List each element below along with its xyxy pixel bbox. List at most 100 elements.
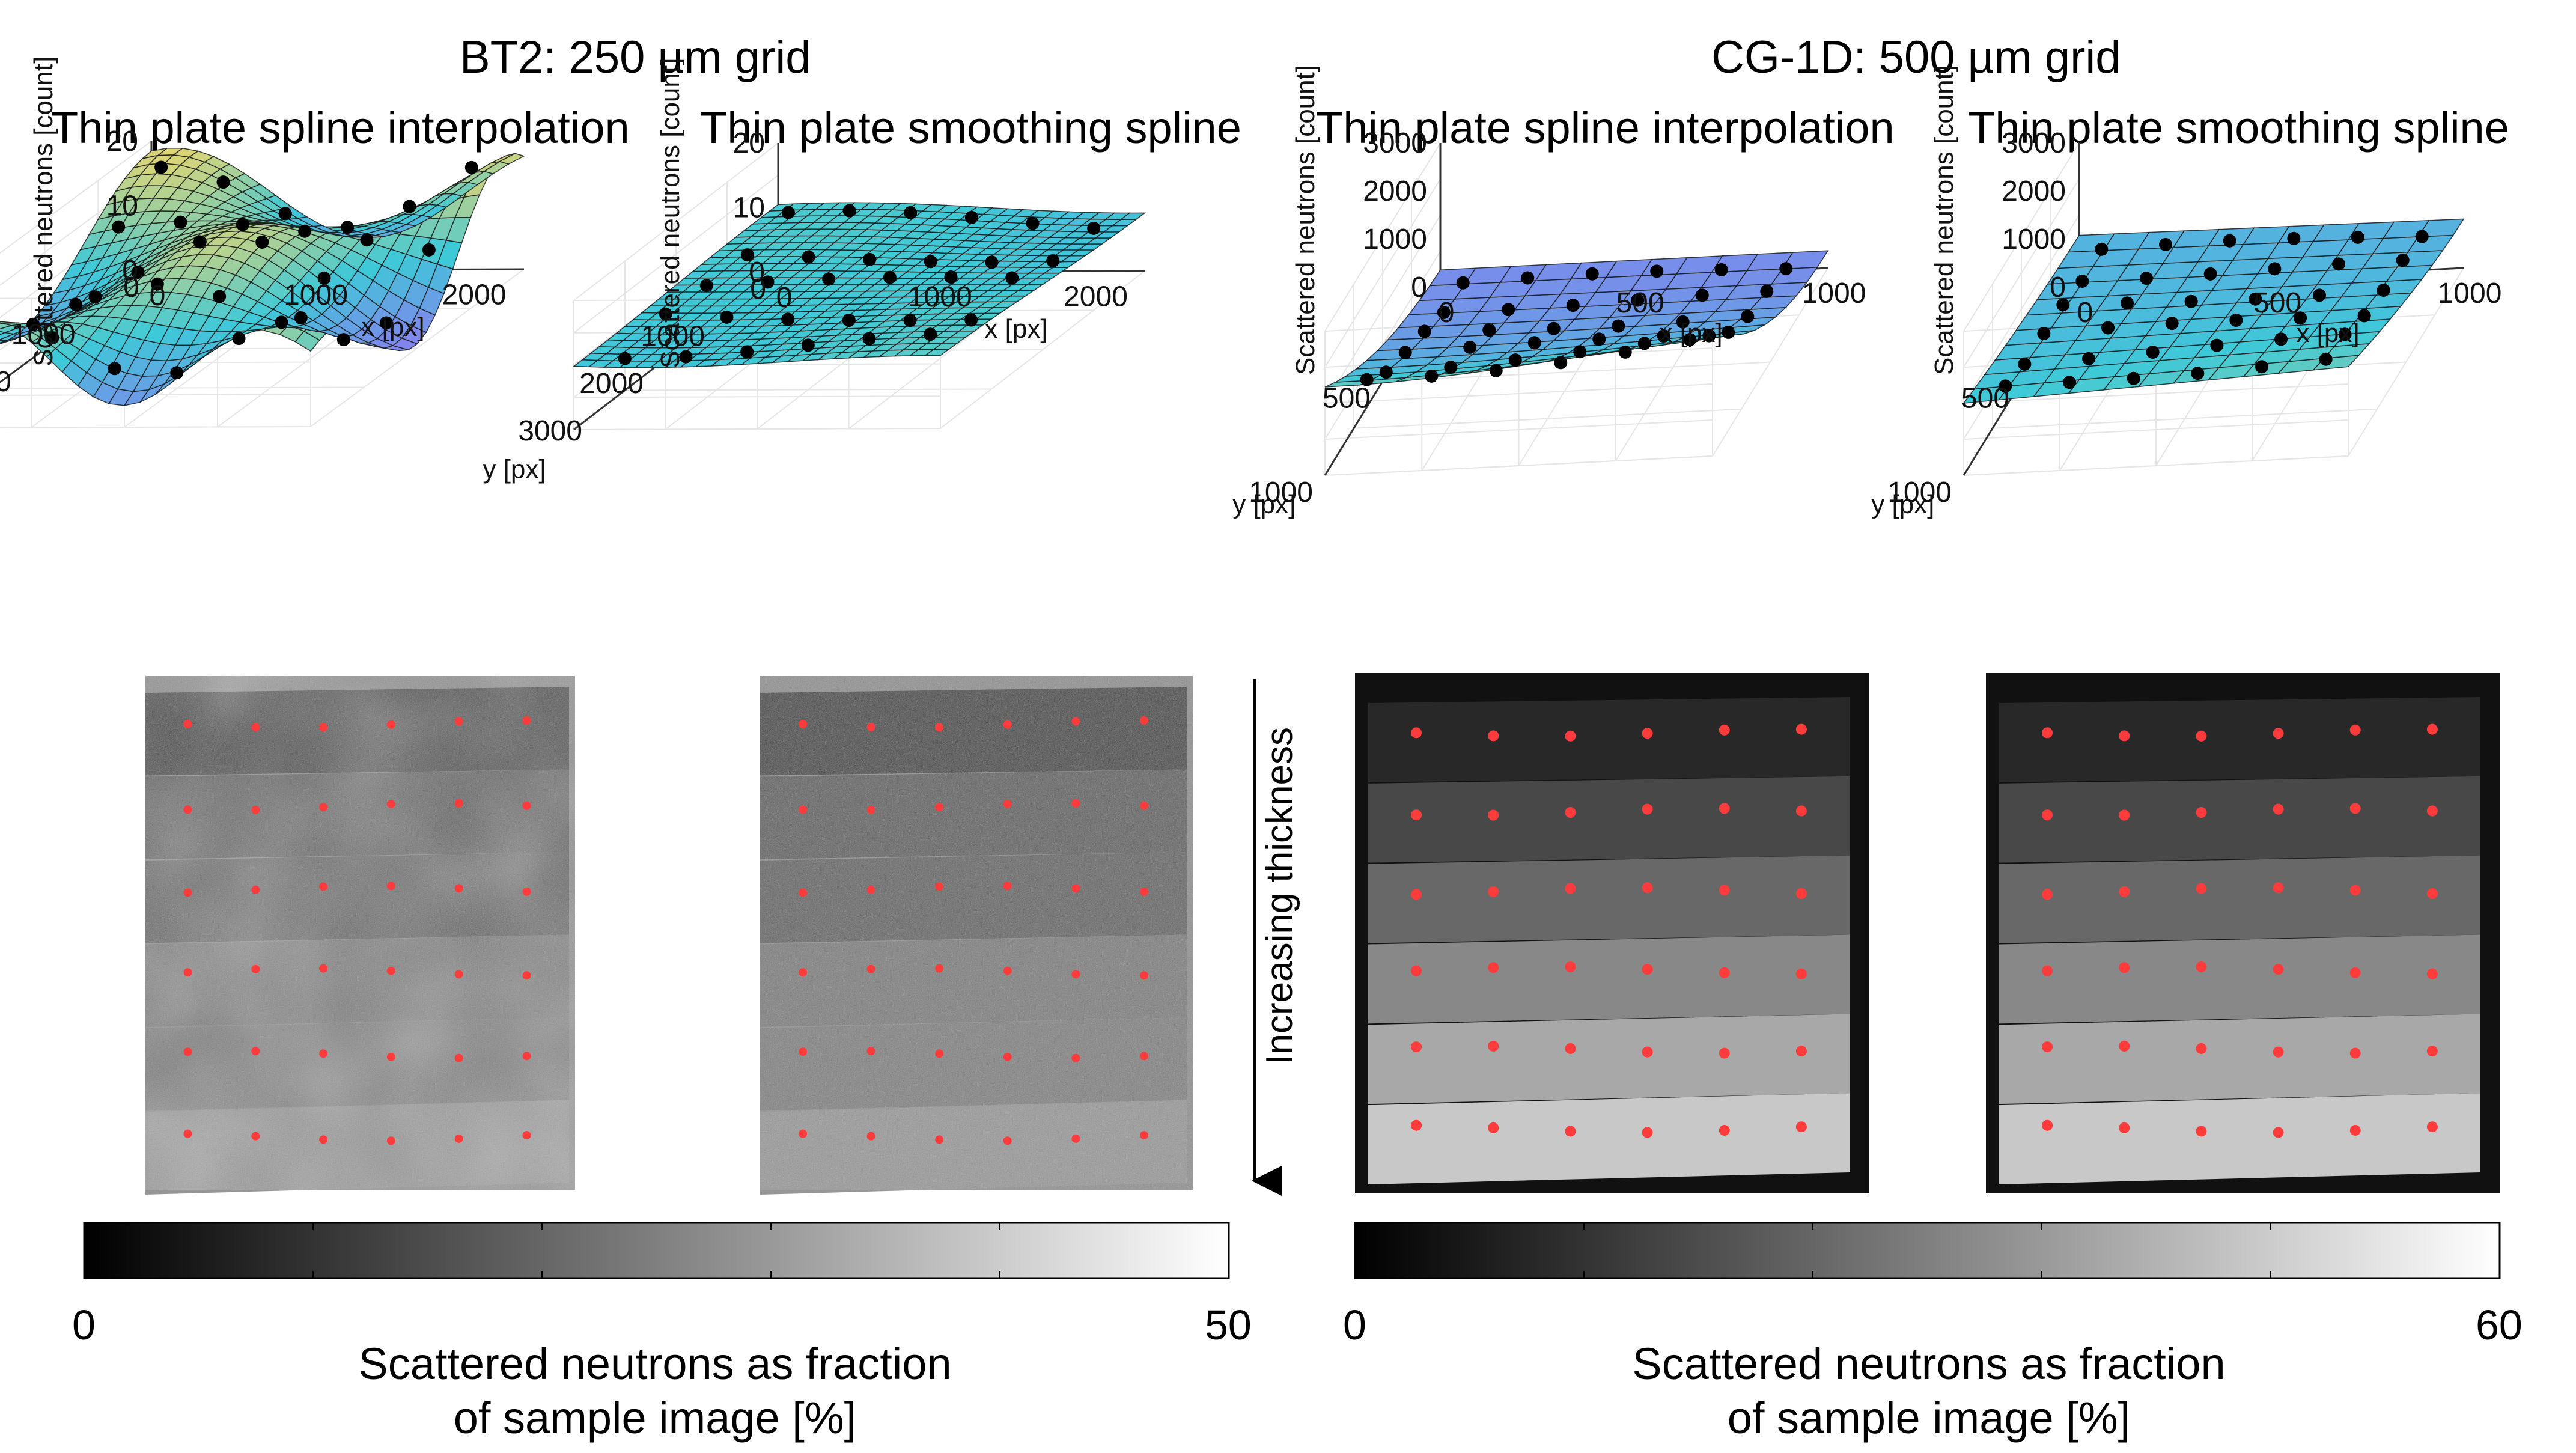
fiducial-marker	[1003, 1052, 1012, 1061]
fiducial-marker	[2349, 724, 2361, 736]
data-point	[2018, 357, 2032, 371]
z-tick-label: 0	[2050, 272, 2066, 303]
z-tick-label: 10	[733, 192, 765, 224]
data-point	[740, 345, 754, 359]
fiducial-marker	[866, 1047, 875, 1056]
data-point	[213, 290, 227, 303]
cg1d-colorbar	[1354, 1222, 2501, 1279]
bt2-smoothing-surface-plot: 0 10 20 0 1000 2000 3000 0 1000 2000 Scattered neu…	[483, 58, 1146, 484]
data-point	[1695, 288, 1709, 302]
fiducial-marker	[1003, 799, 1012, 808]
fiducial-marker	[251, 964, 260, 973]
data-point	[1612, 319, 1625, 333]
fiducial-marker	[319, 803, 328, 812]
fiducial-marker	[2349, 967, 2361, 978]
cg1d-smoothing-scatter-map	[1986, 673, 2500, 1193]
thickness-band	[1999, 776, 2480, 863]
fiducial-marker	[454, 799, 463, 808]
fiducial-marker	[454, 970, 463, 979]
fiducial-marker	[1795, 1046, 1807, 1057]
data-point	[2140, 272, 2153, 285]
y-axis-label: y [px]	[1232, 490, 1296, 519]
fiducial-marker	[1488, 1040, 1499, 1052]
data-point	[2338, 327, 2352, 341]
fiducial-marker	[251, 805, 260, 814]
bt2-colorbar-label: Scattered neutrons as fraction of sample…	[358, 1339, 952, 1443]
cg1d-colorbar-max: 60	[2476, 1302, 2523, 1348]
thickness-band	[1999, 1093, 2480, 1184]
data-point	[2268, 262, 2282, 276]
data-point	[464, 160, 478, 174]
fiducial-marker	[183, 888, 192, 897]
data-point	[150, 277, 164, 291]
fiducial-marker	[1719, 1047, 1730, 1059]
fiducial-marker	[799, 888, 807, 897]
y-tick-label: 0	[750, 273, 766, 305]
fiducial-marker	[2349, 1124, 2361, 1136]
y-tick-label: 0	[123, 272, 139, 303]
data-point	[131, 265, 145, 279]
x-tick-label: 500	[2253, 287, 2301, 319]
data-point	[2313, 288, 2326, 302]
data-point	[2210, 338, 2224, 352]
fiducial-marker	[1488, 1122, 1499, 1133]
fiducial-marker	[522, 801, 531, 810]
fiducial-marker	[1795, 888, 1807, 899]
data-point	[2082, 352, 2095, 365]
data-point	[1683, 333, 1697, 347]
x-tick-label: 2000	[442, 279, 507, 311]
data-point	[1637, 337, 1651, 350]
bt2-colorbar	[83, 1222, 1230, 1279]
data-point	[1463, 340, 1477, 354]
z-axis-label: Scattered neutrons [count]	[1291, 65, 1320, 375]
fiducial-marker	[386, 882, 395, 891]
data-point	[1379, 365, 1393, 379]
data-point	[842, 204, 856, 218]
data-point	[2332, 257, 2345, 271]
z-tick-label: 3000	[2002, 127, 2066, 159]
y-tick-label: 500	[1323, 383, 1371, 415]
fiducial-marker	[2196, 961, 2207, 973]
data-point	[2203, 267, 2217, 281]
fiducial-marker	[1642, 728, 1653, 739]
data-point	[1999, 379, 2012, 393]
data-point	[2146, 345, 2160, 359]
data-point	[170, 366, 184, 380]
data-point	[112, 220, 126, 234]
axis-ticks: 0 10 20 0 1000 2000 3000 0 1000 2000	[518, 127, 1128, 447]
fiducial-marker	[1488, 809, 1499, 821]
data-point	[1650, 264, 1664, 278]
data-point	[964, 313, 978, 327]
data-point	[317, 271, 331, 285]
fiducial-marker	[1795, 968, 1807, 979]
fiducial-marker	[251, 885, 260, 894]
fiducial-marker	[935, 1135, 944, 1144]
data-point	[69, 297, 83, 311]
thickness-band	[1368, 855, 1850, 943]
data-point	[862, 332, 876, 346]
data-point	[2357, 309, 2371, 323]
fiducial-marker	[866, 1132, 875, 1141]
fiducial-marker	[2273, 964, 2284, 975]
data-point	[422, 243, 436, 257]
cg1d-interpolation-surface-plot: 0 1000 2000 3000 500 1000 0 500 1000 Scattered ne…	[1232, 65, 1866, 519]
x-tick-label: 2000	[1064, 281, 1128, 312]
fiducial-marker	[1003, 720, 1012, 729]
fiducial-marker	[935, 803, 944, 812]
z-axis-label: Scattered neutrons [count]	[29, 56, 58, 367]
fiducial-marker	[2426, 805, 2438, 817]
data-point	[883, 270, 897, 284]
fiducial-marker	[2273, 803, 2284, 815]
fiducial-marker	[2042, 889, 2053, 900]
fiducial-marker	[2042, 965, 2053, 976]
fiducial-marker	[522, 1052, 531, 1061]
data-point	[298, 224, 312, 238]
fiducial-marker	[251, 722, 260, 731]
data-point	[2294, 311, 2307, 325]
fiducial-marker	[251, 1047, 260, 1056]
data-point	[1592, 332, 1606, 346]
data-point	[1417, 324, 1431, 338]
data-point	[985, 255, 999, 269]
bt2-smoothing-title: Thin plate smoothing spline	[700, 103, 1241, 153]
